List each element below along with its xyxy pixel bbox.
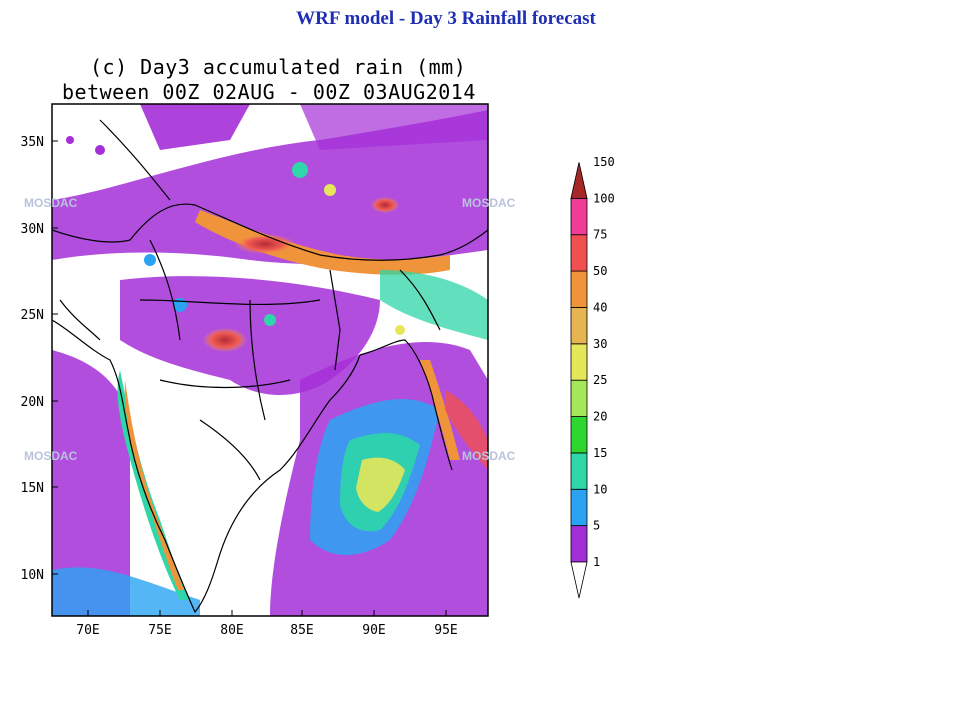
colorbar-label: 15 — [593, 446, 607, 460]
map-frame — [51, 103, 489, 617]
colorbar-segment — [570, 416, 588, 454]
colorbar-label: 20 — [593, 410, 607, 424]
lon-label-75e: 75E — [148, 623, 171, 638]
colorbar-label: 5 — [593, 519, 600, 533]
watermark-right-top: MOSDAC — [462, 196, 516, 210]
colorbar-label: 30 — [593, 337, 607, 351]
watermark-left-bottom: MOSDAC — [24, 449, 78, 463]
colorbar-segment — [570, 197, 588, 236]
axis-ticks — [52, 140, 447, 616]
colorbar-segment — [570, 452, 588, 490]
colorbar-segment — [570, 525, 588, 563]
colorbar-segment — [570, 379, 588, 417]
colorbar-label: 25 — [593, 373, 607, 387]
colorbar-label: 150 — [593, 155, 615, 169]
lat-label-20n: 20N — [21, 395, 44, 410]
colorbar-arrow-top — [570, 162, 588, 199]
lon-label-70e: 70E — [76, 623, 99, 638]
colorbar-label: 40 — [593, 300, 607, 314]
page-title: WRF model - Day 3 Rainfall forecast — [296, 8, 596, 29]
colorbar-arrow-bottom — [570, 561, 588, 599]
lon-label-80e: 80E — [220, 623, 243, 638]
boundary-lines — [52, 119, 488, 614]
rain-field — [52, 104, 488, 616]
lon-label-90e: 90E — [362, 623, 385, 638]
lat-label-10n: 10N — [21, 568, 44, 583]
colorbar-segment — [570, 307, 588, 345]
watermark-left-top: MOSDAC — [24, 196, 78, 210]
lon-label-95e: 95E — [434, 623, 457, 638]
colorbar-segment — [570, 234, 588, 272]
plot-title-line2: between 00Z 02AUG - 00Z 03AUG2014 — [62, 80, 476, 104]
colorbar-segment — [570, 270, 588, 308]
colorbar-segment — [570, 343, 588, 381]
colorbar-label: 75 — [593, 228, 607, 242]
watermark-right-bottom: MOSDAC — [462, 449, 516, 463]
lat-label-15n: 15N — [21, 481, 44, 496]
colorbar-label: 50 — [593, 264, 607, 278]
colorbar-label: 100 — [593, 191, 615, 205]
lon-label-85e: 85E — [290, 623, 313, 638]
lat-label-25n: 25N — [21, 308, 44, 323]
plot-title-line1: (c) Day3 accumulated rain (mm) — [90, 55, 467, 79]
colorbar-segment — [570, 488, 588, 527]
colorbar-label: 10 — [593, 482, 607, 496]
colorbar-label: 1 — [593, 555, 600, 569]
lat-label-30n: 30N — [21, 222, 44, 237]
lat-label-35n: 35N — [21, 135, 44, 150]
